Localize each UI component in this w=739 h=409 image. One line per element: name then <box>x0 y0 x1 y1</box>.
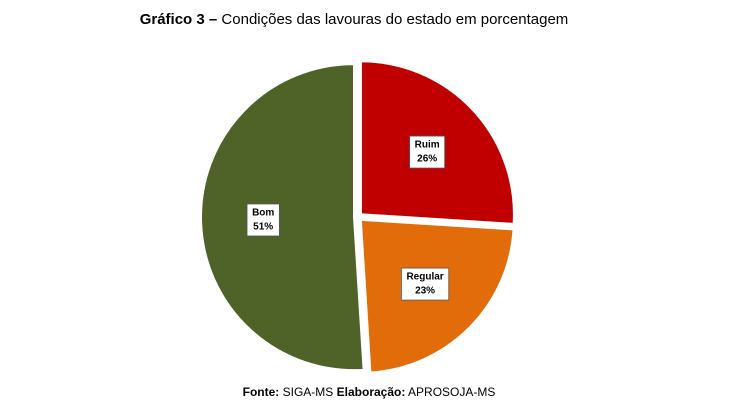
slice-value-label: 26% <box>417 154 437 165</box>
label-box <box>409 135 446 169</box>
pie: Ruim 26% Regular 23% Bom 51% <box>200 60 515 374</box>
author: APROSOJA-MS <box>408 385 495 399</box>
source-note: Fonte: SIGA-MS Elaboração: APROSOJA-MS <box>243 385 496 399</box>
chart-title: Gráfico 3 – Condições das lavouras do es… <box>140 11 569 28</box>
title-text: Condições das lavouras do estado em porc… <box>221 11 568 28</box>
slice-category: Bom <box>252 208 274 219</box>
slice-value-label: 23% <box>415 286 435 297</box>
slice-value-label: 51% <box>253 222 273 233</box>
author-label: Elaboração: <box>337 385 406 399</box>
pie-slice <box>200 63 365 372</box>
source-label: Fonte: <box>243 385 280 399</box>
title-label: Gráfico 3 – <box>140 11 218 28</box>
source: SIGA-MS <box>283 385 334 399</box>
label-box <box>246 203 280 237</box>
slice-category: Regular <box>406 272 443 283</box>
label-box <box>401 267 450 301</box>
slice-category: Ruim <box>415 140 440 151</box>
